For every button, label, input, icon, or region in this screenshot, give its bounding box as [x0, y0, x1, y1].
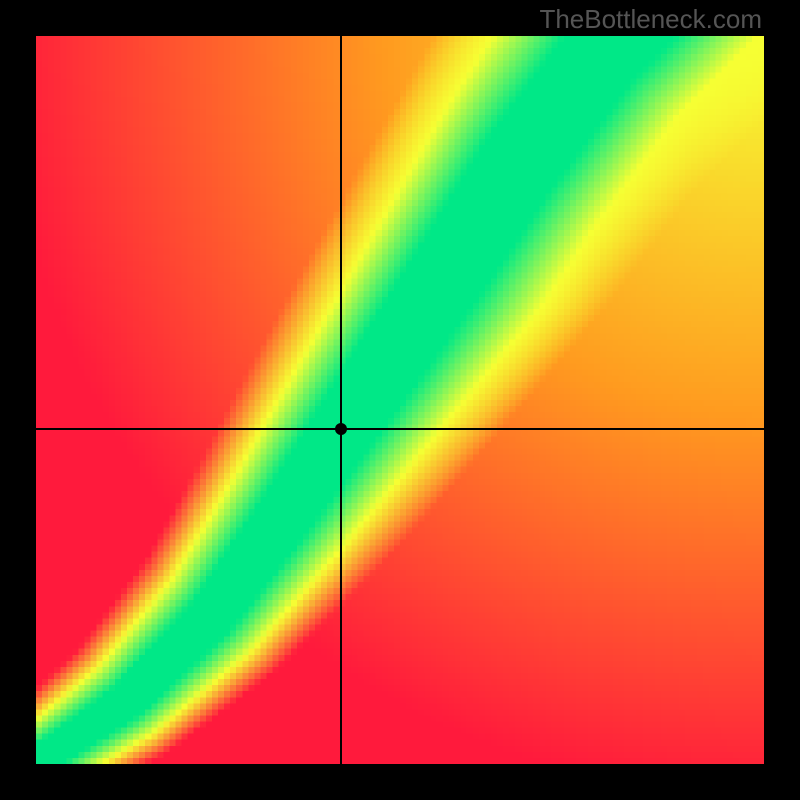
selection-marker	[335, 423, 347, 435]
watermark-text: TheBottleneck.com	[539, 4, 762, 35]
crosshair-vertical	[340, 36, 342, 764]
bottleneck-heatmap	[36, 36, 764, 764]
crosshair-horizontal	[36, 428, 764, 430]
